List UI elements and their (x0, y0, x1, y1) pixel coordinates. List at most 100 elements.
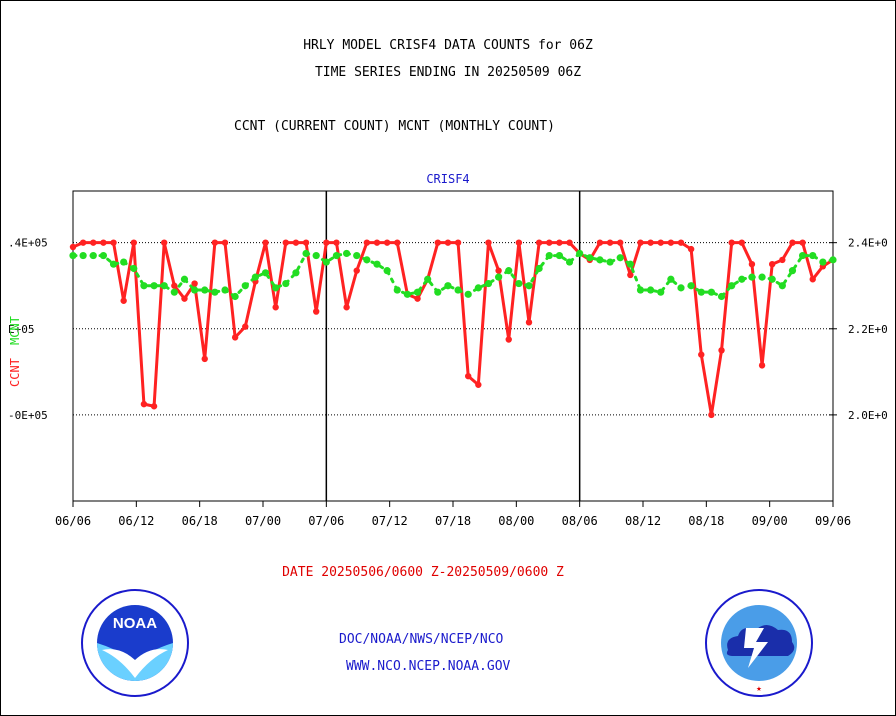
ccnt-point (485, 239, 492, 246)
ccnt-point (333, 239, 340, 246)
chart-title-line2: TIME SERIES ENDING IN 20250509 06Z (314, 65, 582, 80)
y-tick-label-right: 2.2E+0 (848, 323, 888, 336)
ccnt-point (627, 271, 634, 279)
mcnt-point (444, 282, 452, 290)
mcnt-point (525, 282, 533, 290)
mcnt-point (495, 273, 503, 281)
mcnt-point (261, 269, 270, 277)
ccnt-point (769, 260, 776, 268)
ccnt-point (667, 239, 675, 246)
ccnt-point (454, 239, 462, 246)
mcnt-point (434, 288, 442, 296)
ccnt-point (708, 411, 715, 419)
ccnt-point (414, 295, 421, 302)
ccnt-point (191, 280, 198, 287)
ccnt-point (363, 239, 371, 246)
ccnt-point (789, 239, 796, 246)
mcnt-point (677, 284, 685, 292)
ccnt-point (292, 239, 300, 246)
ccnt-point (434, 239, 441, 246)
mcnt-point (322, 258, 330, 266)
y-tick-label-left: E+05 (8, 323, 35, 336)
ccnt-point (221, 239, 229, 246)
ccnt-point (606, 239, 614, 246)
mcnt-point (809, 251, 817, 260)
mcnt-point (667, 275, 675, 283)
mcnt-point (799, 251, 807, 260)
mcnt-point (302, 249, 310, 258)
date-range: DATE 20250506/0600 Z-20250509/0600 Z (282, 565, 564, 580)
credit-line-2: WWW.NCO.NCEP.NOAA.GOV (346, 659, 511, 674)
ccnt-point (728, 239, 735, 246)
mcnt-point (191, 286, 199, 294)
mcnt-point (505, 267, 513, 275)
mcnt-point (241, 282, 249, 290)
mcnt-point (343, 249, 351, 258)
mcnt-point (717, 292, 726, 301)
ccnt-point (525, 319, 533, 326)
panel-label: CRISF4 (426, 172, 470, 186)
mcnt-point (170, 288, 178, 296)
ccnt-point (150, 403, 158, 410)
ccnt-point (120, 297, 127, 304)
mcnt-point (413, 288, 422, 296)
ccnt-point (809, 276, 816, 283)
mcnt-series-line (71, 251, 835, 299)
mcnt-point (606, 258, 614, 266)
ccnt-point (161, 239, 168, 246)
ccnt-point (353, 267, 360, 274)
chart-subtitle: CCNT (CURRENT COUNT) MCNT (MONTHLY COUNT… (234, 119, 555, 134)
ccnt-point (444, 239, 452, 246)
x-tick-label: 06/06 (55, 514, 91, 528)
ccnt-point (181, 295, 188, 302)
ccnt-point (495, 267, 502, 274)
x-tick-label: 08/12 (625, 514, 661, 528)
ccnt-point (201, 355, 208, 363)
ccnt-point (100, 239, 107, 246)
ccnt-point (69, 243, 77, 251)
mcnt-point (109, 260, 118, 268)
mcnt-point (738, 275, 746, 283)
mcnt-point (647, 286, 655, 294)
mcnt-point (707, 288, 716, 296)
ccnt-point (779, 256, 786, 264)
ccnt-point (657, 239, 664, 246)
mcnt-point (454, 286, 462, 294)
ccnt-point (647, 239, 654, 246)
ccnt-point (231, 334, 239, 341)
mcnt-point (353, 251, 361, 260)
mcnt-point (332, 251, 341, 260)
chart-title: HRLY MODEL CRISF4 DATA COUNTS for 06Z (303, 38, 593, 53)
ccnt-point (110, 239, 117, 246)
mcnt-point (565, 258, 574, 266)
ccnt-point (718, 347, 725, 354)
mcnt-point (373, 260, 381, 268)
mcnt-point (474, 284, 482, 292)
y-axis-label-mcnt: MCNT (8, 316, 22, 345)
x-tick-label: 07/18 (435, 514, 471, 528)
ccnt-series-line (72, 241, 834, 417)
mcnt-point (697, 288, 705, 296)
mcnt-point (778, 282, 786, 290)
ccnt-point (211, 239, 219, 246)
ccnt-point (677, 239, 685, 246)
mcnt-point (829, 256, 837, 264)
mcnt-point (758, 273, 766, 281)
ccnt-point (171, 282, 178, 289)
ccnt-point (343, 304, 350, 311)
ccnt-point (79, 239, 87, 246)
mcnt-point (221, 286, 229, 294)
mcnt-point (231, 292, 239, 301)
ccnt-point (262, 239, 269, 246)
y-tick-label-right: 2.4E+0 (848, 237, 888, 250)
mcnt-point (150, 282, 158, 290)
ccnt-point (535, 239, 543, 246)
ccnt-point (546, 239, 553, 246)
ccnt-point (242, 323, 249, 330)
mcnt-point (424, 275, 432, 283)
ccnt-point (282, 239, 289, 246)
noaa-logo-text: NOAA (113, 615, 157, 632)
mcnt-point (626, 260, 634, 268)
x-tick-label: 06/18 (182, 514, 218, 528)
mcnt-point (636, 286, 645, 294)
